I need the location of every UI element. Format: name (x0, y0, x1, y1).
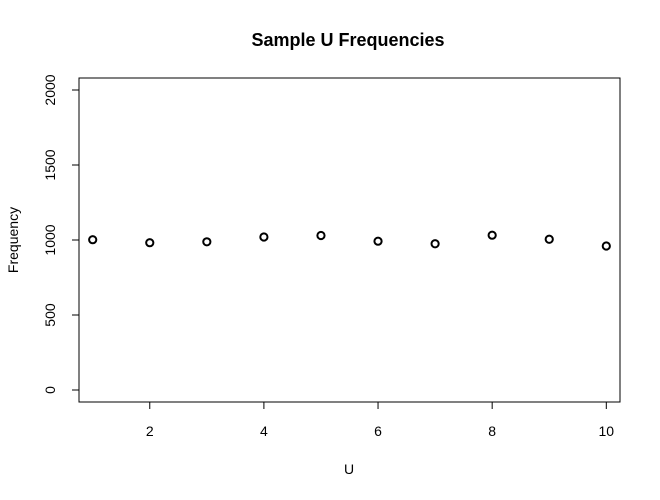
y-tick-label: 500 (42, 303, 58, 327)
y-tick-label: 1500 (42, 149, 58, 180)
x-tick-label: 10 (599, 423, 615, 439)
data-point (487, 230, 497, 240)
plot-area-frame (78, 77, 621, 403)
data-point (373, 236, 383, 246)
y-axis: 0 500 1000 1500 2000 (42, 74, 80, 394)
data-point (316, 230, 326, 241)
y-tick-label: 1000 (42, 224, 58, 255)
x-axis-label: U (344, 461, 354, 477)
y-tick-label: 2000 (42, 74, 58, 105)
data-point (202, 237, 212, 247)
x-tick-label: 8 (488, 423, 496, 439)
data-point (145, 238, 155, 248)
x-axis: 2 4 6 8 10 (146, 401, 615, 439)
data-point (544, 234, 554, 244)
x-tick-label: 2 (146, 423, 154, 439)
y-axis-label: Frequency (5, 207, 21, 273)
x-tick-label: 4 (260, 423, 268, 439)
chart-title: Sample U Frequencies (251, 30, 444, 50)
y-tick-label: 0 (42, 386, 58, 394)
data-point (259, 232, 269, 242)
data-point (430, 239, 440, 249)
data-points (88, 230, 611, 251)
data-point (88, 235, 98, 245)
x-tick-label: 6 (374, 423, 382, 439)
data-point (601, 241, 611, 251)
